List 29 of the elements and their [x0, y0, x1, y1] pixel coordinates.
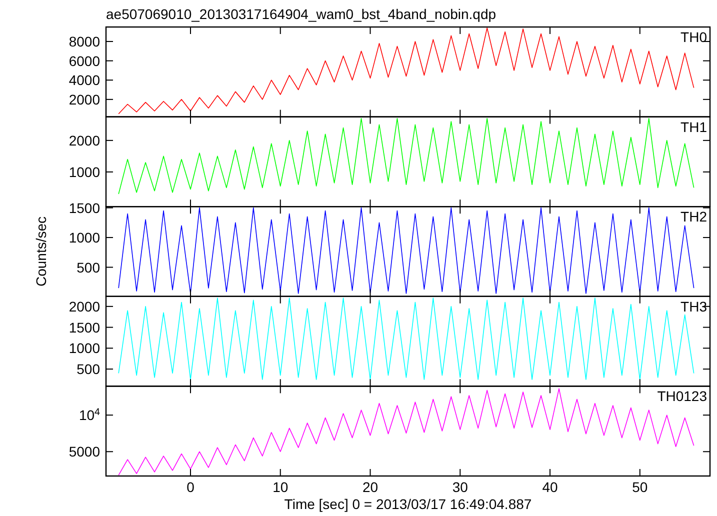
y-tick-label: 1500 [68, 319, 100, 336]
annotation: TH3 [680, 298, 708, 314]
y-tick-label: 1000 [68, 340, 100, 356]
y-tick-label: 5000 [68, 444, 100, 460]
x-tick-label: 20 [362, 479, 378, 495]
annotation: TH2 [680, 208, 708, 225]
x-tick-label: 10 [272, 479, 288, 495]
y-tick-label: 2000 [68, 132, 100, 148]
annotation: TH0123 [657, 388, 708, 404]
y-tick-label: 1000 [68, 164, 100, 180]
x-tick-label: 30 [452, 479, 468, 495]
y-axis-title: Counts/sec [33, 216, 49, 287]
y-tick-label: 1500 [68, 200, 100, 216]
x-tick-label: 0 [186, 479, 195, 495]
y-tick-label: 500 [76, 361, 100, 378]
x-tick-label: 50 [632, 479, 648, 495]
annotation: TH0 [680, 29, 708, 45]
y-tick-label: 6000 [68, 52, 100, 69]
y-tick-label: 1000 [68, 230, 100, 246]
chart-title: ae507069010_20130317164904_wam0_bst_4band_nobin.qdp [106, 6, 496, 22]
y-tick-label: 10$^{4}$ [78, 406, 101, 424]
y-tick-label: 8000 [68, 33, 100, 50]
annotation: TH1 [680, 118, 708, 135]
y-tick-label: 500 [76, 259, 100, 276]
y-tick-label: 4000 [68, 72, 100, 88]
x-axis-title: Time [sec] 0 = 2013/03/17 16:49:04.887 [284, 496, 532, 512]
y-tick-label: 2000 [68, 298, 100, 314]
x-tick-label: 40 [542, 479, 558, 495]
y-tick-label: 2000 [68, 91, 100, 108]
